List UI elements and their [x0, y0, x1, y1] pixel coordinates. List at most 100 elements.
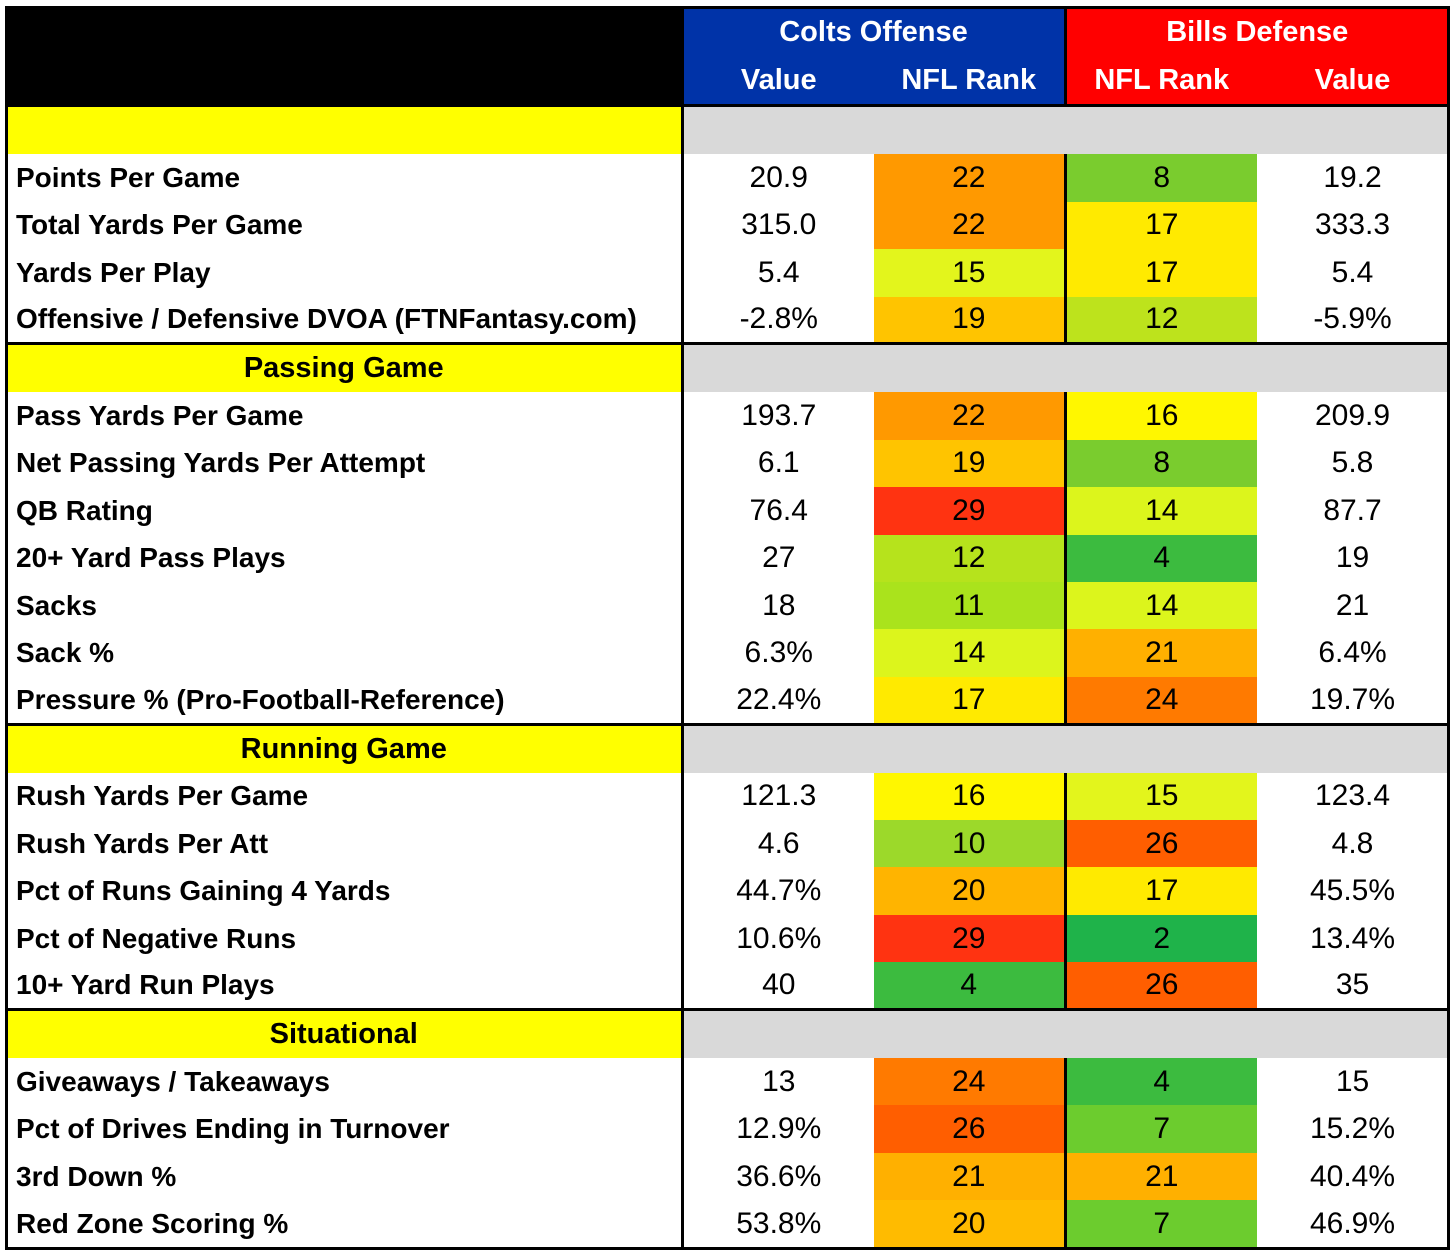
colts-rank-cell: 11 — [874, 581, 1067, 630]
bills-rank-cell: 26 — [1065, 962, 1257, 1010]
colts-value-cell: 53.8% — [736, 1207, 822, 1241]
colts-rank-cell: 26 — [874, 1105, 1067, 1153]
bills-value-cell: 5.4 — [1331, 255, 1374, 289]
section-header-row: Running Game — [7, 722, 1449, 773]
colts-offense-header: Colts Offense — [682, 8, 1067, 58]
metric-label: Pct of Runs Gaining 4 Yards — [7, 867, 684, 915]
section-spacer — [682, 1008, 1449, 1059]
colts-value-cell: 22.4% — [736, 682, 822, 716]
colts-value-cell: 27 — [762, 541, 796, 575]
section-header-row — [7, 104, 1449, 155]
bills-rank-cell: 8 — [1065, 439, 1257, 488]
table-row: Sack % 6.3% 14 21 6.4% — [7, 629, 1448, 677]
metric-label: Points Per Game — [7, 154, 684, 202]
colts-rank-cell: 22 — [874, 201, 1067, 250]
colts-value-cell: 5.4 — [757, 255, 800, 289]
table-row: Sacks 18 11 14 21 — [7, 581, 1448, 630]
metric-label: Pass Yards Per Game — [7, 392, 684, 440]
colts-rank-cell: 24 — [874, 1058, 1067, 1106]
colts-rank-cell: 29 — [874, 487, 1067, 535]
bills-rank-cell: 21 — [1065, 629, 1257, 677]
colts-rank-cell: 21 — [874, 1152, 1067, 1201]
bills-value-cell: 5.8 — [1331, 446, 1374, 480]
table-row: Points Per Game 20.9 22 8 19.2 — [7, 154, 1448, 202]
section-title: Situational — [7, 1008, 684, 1059]
colts-value-cell: 36.6% — [736, 1159, 822, 1193]
header-blank-cell — [7, 8, 684, 106]
header-row-teams: Colts Offense Bills Defense — [7, 8, 1449, 106]
colts-rank-cell: 10 — [874, 820, 1067, 868]
bills-rank-cell: 7 — [1065, 1200, 1257, 1248]
colts-rank-cell: 16 — [874, 772, 1067, 820]
colts-rank-cell: 22 — [874, 154, 1067, 202]
metric-label: Net Passing Yards Per Attempt — [7, 439, 684, 488]
colts-rank-cell: 20 — [874, 867, 1067, 915]
section-spacer — [682, 104, 1449, 155]
bills-rank-cell: 12 — [1065, 296, 1257, 344]
colts-rank-cell: 4 — [874, 962, 1067, 1010]
bills-rank-cell: 4 — [1065, 1058, 1257, 1106]
bills-rank-cell: 21 — [1065, 1152, 1257, 1201]
colts-value-cell: 44.7% — [736, 874, 822, 908]
table-row: Giveaways / Takeaways 13 24 4 15 — [7, 1058, 1448, 1106]
metric-label: Giveaways / Takeaways — [7, 1058, 684, 1106]
colts-rank-cell: 14 — [874, 629, 1067, 677]
bills-value-cell: 21 — [1335, 588, 1370, 622]
colts-rank-header: NFL Rank — [874, 57, 1067, 106]
section-header-row: Situational — [7, 1008, 1449, 1059]
table-row: Rush Yards Per Game 121.3 16 15 123.4 — [7, 772, 1448, 820]
metric-label: Rush Yards Per Att — [7, 820, 684, 868]
table-row: Net Passing Yards Per Attempt 6.1 19 8 5.8 — [7, 439, 1448, 488]
table-body: Colts Offense Bills Defense Value NFL Ra… — [7, 8, 1449, 1248]
colts-value-cell: 10.6% — [736, 921, 822, 955]
bills-rank-cell: 2 — [1065, 914, 1257, 963]
bills-rank-cell: 16 — [1065, 392, 1257, 440]
colts-rank-cell: 19 — [874, 439, 1067, 488]
bills-value-cell: 15 — [1335, 1064, 1370, 1098]
colts-value-cell: 13 — [762, 1064, 796, 1098]
metric-label: Total Yards Per Game — [7, 201, 684, 250]
bills-value-cell: 209.9 — [1314, 399, 1391, 433]
bills-value-cell: 19 — [1335, 541, 1370, 575]
section-title: Passing Game — [7, 342, 684, 393]
table-row: 20+ Yard Pass Plays 27 12 4 19 — [7, 534, 1448, 582]
section-title — [7, 104, 684, 155]
bills-rank-cell: 8 — [1065, 154, 1257, 202]
colts-value-cell: 20.9 — [749, 160, 808, 194]
bills-value-cell: -5.9% — [1313, 302, 1392, 336]
bills-value-cell: 123.4 — [1314, 779, 1391, 813]
table-row: Pass Yards Per Game 193.7 22 16 209.9 — [7, 392, 1448, 440]
section-spacer — [682, 342, 1449, 393]
bills-rank-cell: 14 — [1065, 487, 1257, 535]
bills-rank-cell: 4 — [1065, 534, 1257, 582]
colts-value-cell: 315.0 — [741, 208, 817, 242]
colts-value-cell: 12.9% — [736, 1112, 822, 1146]
bills-rank-cell: 26 — [1065, 820, 1257, 868]
table-row: Total Yards Per Game 315.0 22 17 333.3 — [7, 201, 1448, 250]
table-row: Pct of Drives Ending in Turnover 12.9% 26 7… — [7, 1105, 1448, 1153]
metric-label: 3rd Down % — [7, 1152, 684, 1201]
bills-value-cell: 19.2 — [1323, 160, 1382, 194]
bills-rank-cell: 24 — [1065, 676, 1257, 725]
bills-value-cell: 333.3 — [1314, 208, 1391, 242]
bills-value-cell: 13.4% — [1309, 921, 1396, 955]
metric-label: Offensive / Defensive DVOA (FTNFantasy.c… — [7, 296, 684, 344]
table-row: QB Rating 76.4 29 14 87.7 — [7, 487, 1448, 535]
metric-label: QB Rating — [7, 487, 684, 535]
colts-value-cell: 6.1 — [757, 446, 800, 480]
table-row: 3rd Down % 36.6% 21 21 40.4% — [7, 1152, 1448, 1201]
bills-rank-cell: 17 — [1065, 249, 1257, 297]
bills-value-cell: 35 — [1335, 968, 1370, 1002]
table-row: Red Zone Scoring % 53.8% 20 7 46.9% — [7, 1200, 1448, 1248]
colts-value-header: Value — [682, 57, 874, 106]
bills-rank-cell: 17 — [1065, 867, 1257, 915]
colts-value-cell: 6.3% — [744, 636, 813, 670]
colts-value-cell: 76.4 — [749, 493, 808, 527]
bills-value-cell: 19.7% — [1309, 682, 1396, 716]
bills-value-cell: 87.7 — [1323, 493, 1382, 527]
table-row: Rush Yards Per Att 4.6 10 26 4.8 — [7, 820, 1448, 868]
bills-value-cell: 6.4% — [1318, 636, 1387, 670]
table-row: Pct of Runs Gaining 4 Yards 44.7% 20 17 45.5… — [7, 867, 1448, 915]
bills-rank-cell: 14 — [1065, 581, 1257, 630]
metric-label: 20+ Yard Pass Plays — [7, 534, 684, 582]
